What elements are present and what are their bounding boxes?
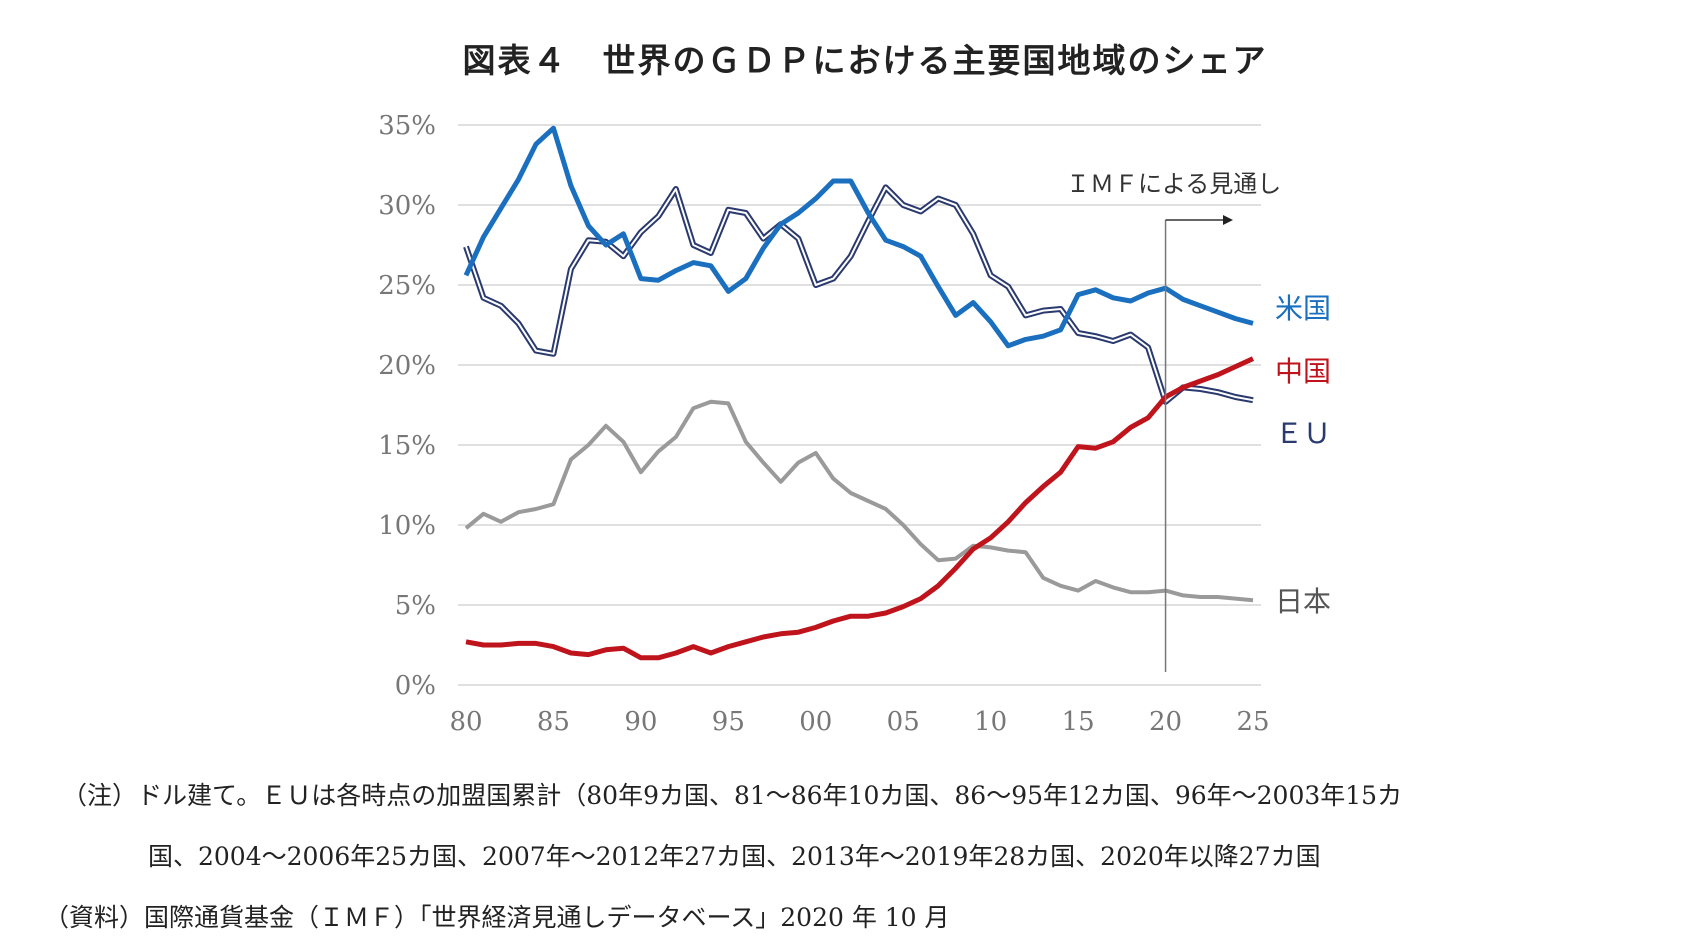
x-tick-label: 95	[712, 707, 745, 737]
chart-title: 図表４ 世界のＧＤＰにおける主要国地域のシェア	[462, 41, 1268, 80]
forecast-arrow-icon	[1223, 215, 1233, 225]
series-label: 日本	[1275, 585, 1331, 618]
y-tick-label: 30%	[378, 191, 436, 221]
note-line-2: 国、2004～2006年25カ国、2007年～2012年27カ国、2013年～2…	[148, 842, 1321, 871]
source-note: （資料）国際通貨基金（ＩＭＦ）「世界経済見通しデータベース」2020 年 10 …	[44, 903, 950, 932]
series-label: ＥＵ	[1275, 417, 1331, 450]
series-line	[465, 356, 1255, 661]
x-tick-label: 90	[624, 707, 657, 737]
series-line-eu-inner	[465, 186, 1254, 403]
x-tick-label: 05	[887, 707, 920, 737]
y-tick-label: 0%	[395, 671, 436, 701]
y-tick-label: 20%	[378, 351, 436, 381]
series-label: 米国	[1275, 292, 1331, 325]
annotation-label: ＩＭＦによる見通し	[1066, 170, 1281, 198]
x-tick-label: 20	[1149, 707, 1182, 737]
note-line-1: （注）ドル建て。ＥＵは各時点の加盟国累計（80年9カ国、81～86年10カ国、8…	[62, 781, 1403, 810]
x-tick-label: 25	[1236, 707, 1269, 737]
y-tick-label: 5%	[395, 591, 436, 621]
y-tick-label: 15%	[378, 431, 436, 461]
x-tick-label: 00	[799, 707, 832, 737]
x-tick-label: 85	[537, 707, 570, 737]
y-tick-label: 35%	[378, 111, 436, 141]
series-line	[463, 125, 1254, 349]
series-label: 中国	[1275, 355, 1331, 388]
y-tick-label: 25%	[378, 271, 436, 301]
x-tick-label: 15	[1062, 707, 1095, 737]
series-line	[464, 399, 1254, 603]
x-tick-label: 80	[449, 707, 482, 737]
x-tick-label: 10	[974, 707, 1007, 737]
y-tick-label: 10%	[378, 511, 436, 541]
